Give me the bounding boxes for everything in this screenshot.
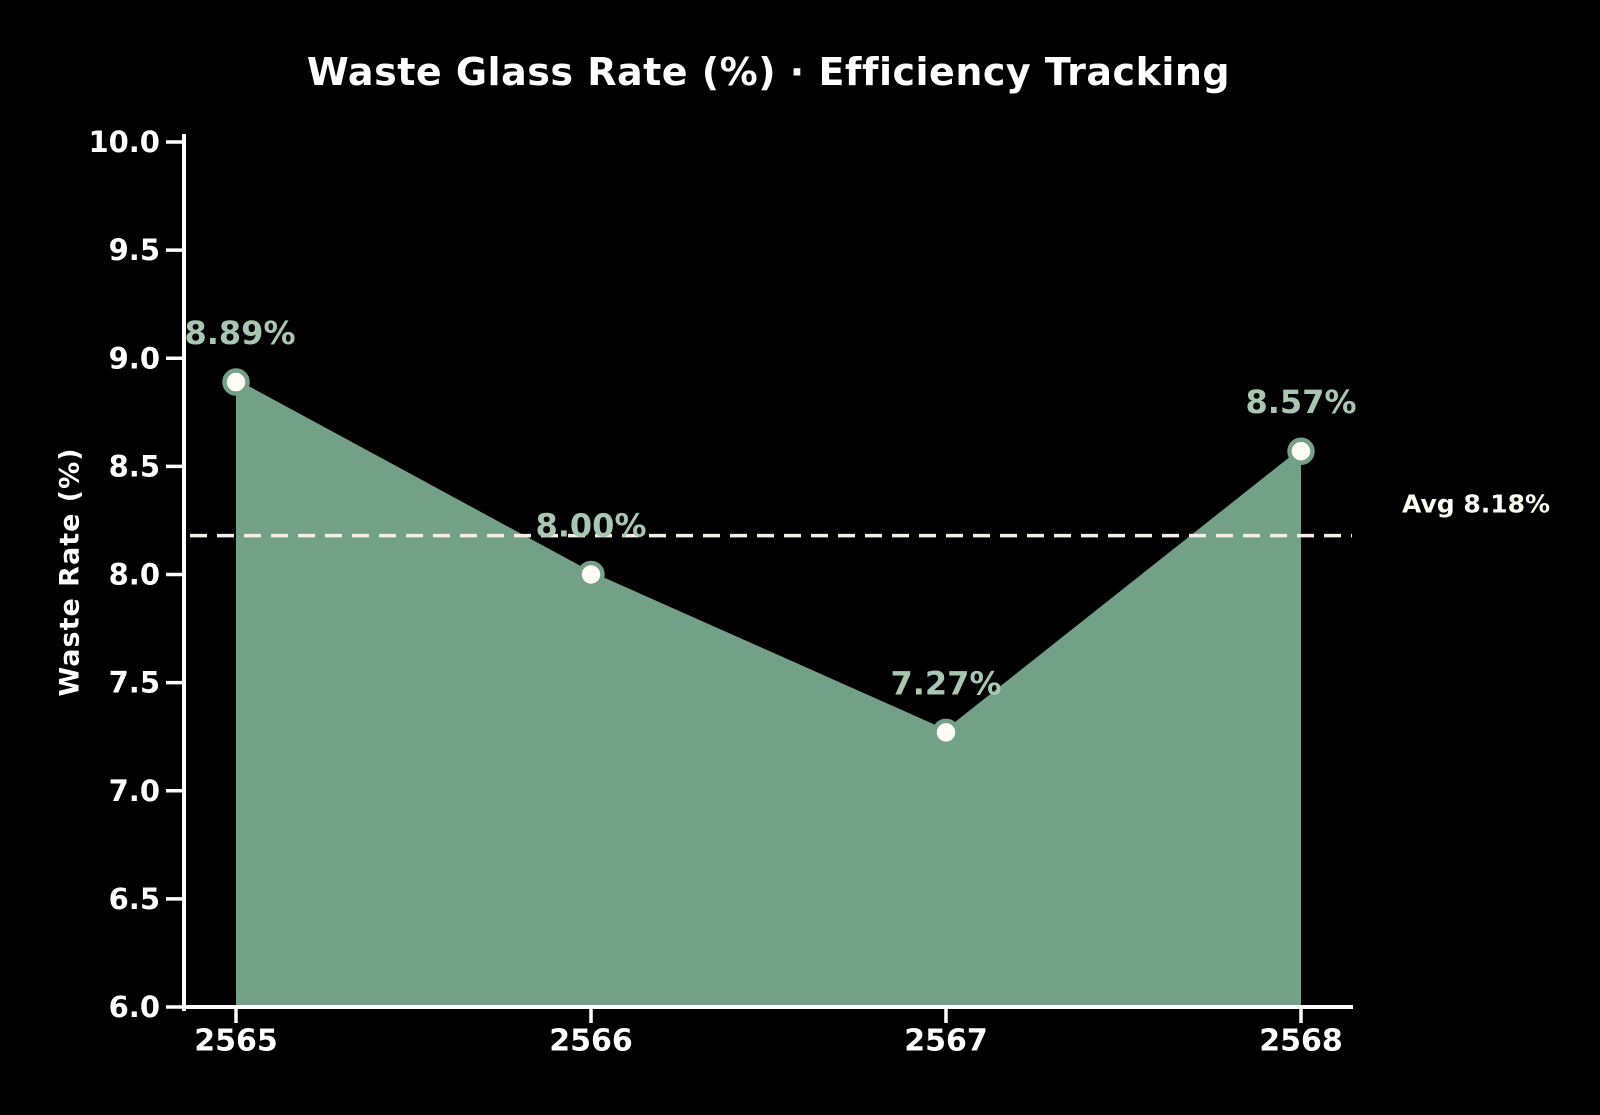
y-tick-label: 8.5 — [109, 449, 160, 483]
x-tick-mark — [1299, 1009, 1303, 1023]
trend-line — [233, 379, 1304, 735]
y-tick-label: 7.0 — [109, 774, 160, 808]
y-tick-label: 7.5 — [109, 666, 160, 700]
data-point-label: 8.57% — [1245, 383, 1356, 421]
x-tick-label: 2565 — [194, 1024, 278, 1059]
data-point-marker — [577, 560, 605, 589]
y-tick-mark — [166, 356, 182, 360]
y-tick-mark — [166, 1005, 182, 1009]
y-tick-label: 9.0 — [109, 341, 160, 375]
y-tick-mark — [166, 897, 182, 901]
chart-title: Waste Glass Rate (%) · Efficiency Tracki… — [306, 50, 1231, 94]
y-tick-mark — [166, 140, 182, 144]
average-value-label: Avg 8.18% — [1402, 489, 1551, 519]
y-tick-mark — [166, 248, 182, 252]
data-point-label: 8.00% — [535, 507, 646, 545]
y-tick-mark — [166, 789, 182, 793]
x-tick-label: 2567 — [904, 1024, 988, 1059]
x-tick-mark — [234, 1009, 238, 1023]
y-tick-label: 6.0 — [109, 990, 160, 1024]
y-tick-label: 9.5 — [109, 233, 160, 267]
y-tick-mark — [166, 464, 182, 469]
y-tick-mark — [166, 572, 182, 577]
data-point-label: 7.27% — [890, 664, 1001, 702]
y-tick-mark — [166, 680, 182, 685]
x-tick-mark — [589, 1009, 593, 1023]
y-tick-label: 10.0 — [88, 125, 160, 159]
area-fill — [236, 382, 1301, 1006]
data-point-marker — [932, 718, 960, 747]
y-tick-label: 6.5 — [109, 882, 160, 916]
x-tick-label: 2568 — [1259, 1024, 1343, 1059]
y-tick-label: 8.0 — [109, 558, 160, 592]
data-point-label: 8.89% — [184, 314, 295, 352]
x-tick-mark — [944, 1009, 948, 1023]
x-tick-label: 2566 — [549, 1024, 633, 1059]
data-point-marker — [222, 368, 250, 396]
x-axis-spine — [182, 1005, 1353, 1009]
data-point-marker — [1287, 437, 1315, 465]
y-axis-spine — [182, 134, 186, 1011]
